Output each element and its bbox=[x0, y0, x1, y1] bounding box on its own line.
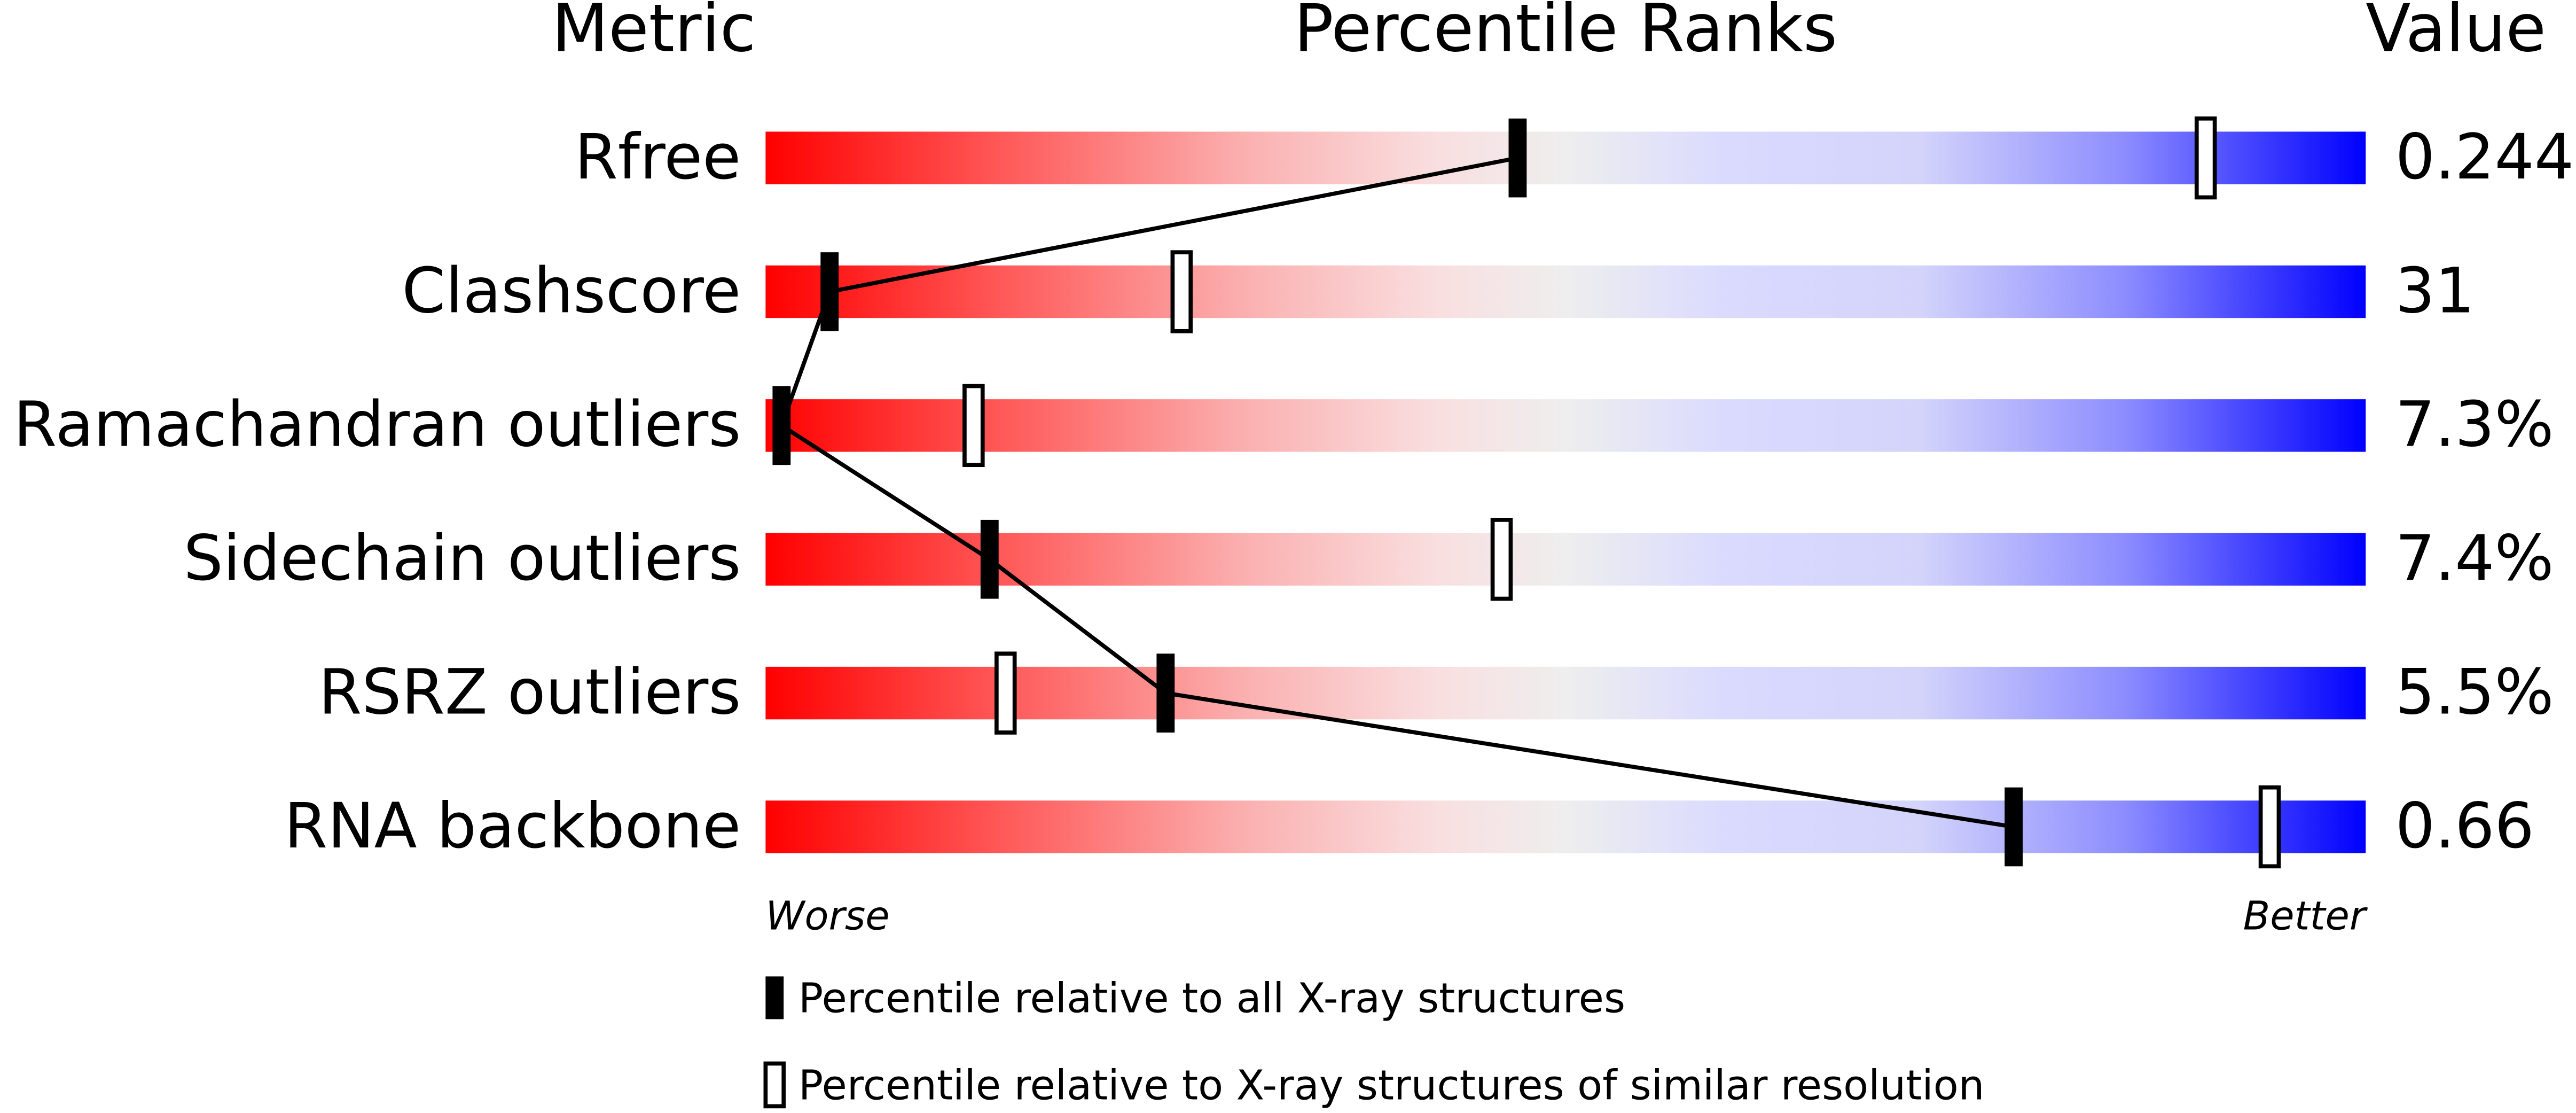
legend-swatch bbox=[765, 976, 784, 1019]
metric-label: RNA backbone bbox=[284, 790, 741, 862]
percentile-marker-similar bbox=[1170, 250, 1193, 333]
percentile-line bbox=[779, 155, 2014, 829]
metric-label: RSRZ outliers bbox=[318, 656, 741, 728]
percentile-marker-similar bbox=[962, 384, 985, 468]
percentile-bar bbox=[765, 265, 2366, 318]
worse-label: Worse bbox=[765, 893, 889, 939]
value-header: Value bbox=[2366, 0, 2546, 67]
percentile-marker-similar bbox=[1490, 518, 1513, 601]
percentile-bar bbox=[765, 666, 2366, 720]
legend-swatch bbox=[763, 1061, 786, 1109]
percentile-marker-all bbox=[1156, 653, 1175, 733]
percentile-bar bbox=[765, 131, 2366, 184]
legend-label: Percentile relative to all X-ray structu… bbox=[798, 975, 1625, 1023]
metric-header: Metric bbox=[552, 0, 756, 67]
percentile-marker-similar bbox=[2258, 785, 2281, 869]
percentile-marker-all bbox=[1508, 118, 1527, 198]
value-label: 5.5% bbox=[2395, 656, 2554, 728]
metric-label: Ramachandran outliers bbox=[13, 388, 741, 461]
better-label: Better bbox=[2243, 893, 2368, 939]
value-label: 7.4% bbox=[2395, 522, 2554, 595]
metric-label: Rfree bbox=[575, 121, 741, 193]
percentile-marker-all bbox=[820, 252, 839, 331]
percentile-marker-similar bbox=[2194, 116, 2217, 200]
percentile-bar bbox=[765, 399, 2366, 452]
metric-label: Clashscore bbox=[402, 254, 741, 327]
value-label: 0.244 bbox=[2395, 121, 2574, 193]
chart-title: Percentile Ranks bbox=[1294, 0, 1837, 67]
percentile-marker-all bbox=[2005, 787, 2023, 867]
percentile-marker-all bbox=[772, 386, 791, 465]
value-label: 31 bbox=[2395, 254, 2475, 327]
percentile-bar bbox=[765, 800, 2366, 853]
value-label: 7.3% bbox=[2395, 388, 2554, 461]
percentile-marker-similar bbox=[994, 651, 1017, 735]
percentile-marker-all bbox=[980, 519, 999, 599]
percentile-bar bbox=[765, 533, 2366, 586]
value-label: 0.66 bbox=[2395, 790, 2534, 862]
legend-label: Percentile relative to X-ray structures … bbox=[798, 1062, 1985, 1110]
metric-label: Sidechain outliers bbox=[184, 522, 741, 595]
